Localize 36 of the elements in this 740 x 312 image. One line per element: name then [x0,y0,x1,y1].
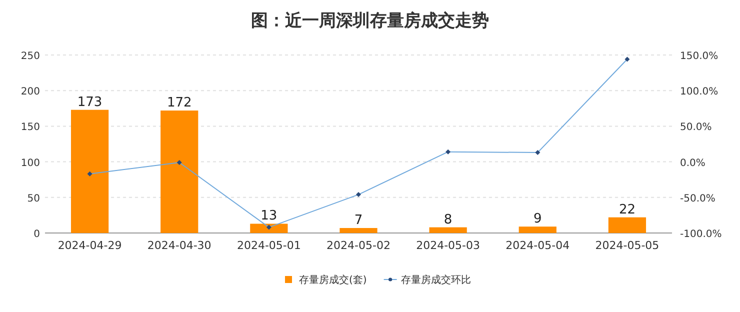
bar [250,224,288,233]
y2-tick-label: 0.0% [680,158,706,169]
x-tick-label: 2024-05-01 [236,239,301,252]
y2-tick-label: 150.0% [680,51,718,62]
y2-tick-label: -50.0% [680,193,716,204]
x-tick-label: 2024-05-03 [416,239,480,252]
x-tick-label: 2024-05-02 [326,239,390,252]
data-label: 173 [77,94,102,110]
y-tick-label: 200 [20,86,40,98]
x-tick-label: 2024-04-30 [147,239,212,252]
data-label: 172 [166,96,192,111]
data-label: 7 [354,213,363,228]
y2-tick-label: -100.0% [680,229,722,240]
bar [340,228,378,233]
y-tick-label: 0 [34,229,40,240]
legend-label: 存量房成交环比 [400,274,471,286]
chart-title: 图：近一周深圳存量房成交走势 [251,11,489,31]
data-label: 8 [444,212,452,228]
data-label: 13 [260,208,278,224]
bar [160,110,198,233]
y2-tick-label: 50.0% [680,122,712,134]
bar [608,217,646,233]
y-tick-label: 150 [20,122,40,134]
y2-tick-label: 100.0% [680,86,718,98]
x-tick-label: 2024-04-29 [58,239,122,252]
legend-label: 存量房成交(套) [299,274,367,286]
x-tick-label: 2024-05-04 [506,239,570,252]
data-label: 22 [618,202,636,218]
y-tick-label: 250 [20,51,40,62]
bar [70,110,109,233]
y-tick-label: 100 [20,158,40,169]
y-tick-label: 50 [27,193,40,204]
data-label: 9 [534,212,542,227]
x-tick-label: 2024-05-05 [595,239,660,252]
bar [429,227,467,233]
bar [518,226,556,233]
